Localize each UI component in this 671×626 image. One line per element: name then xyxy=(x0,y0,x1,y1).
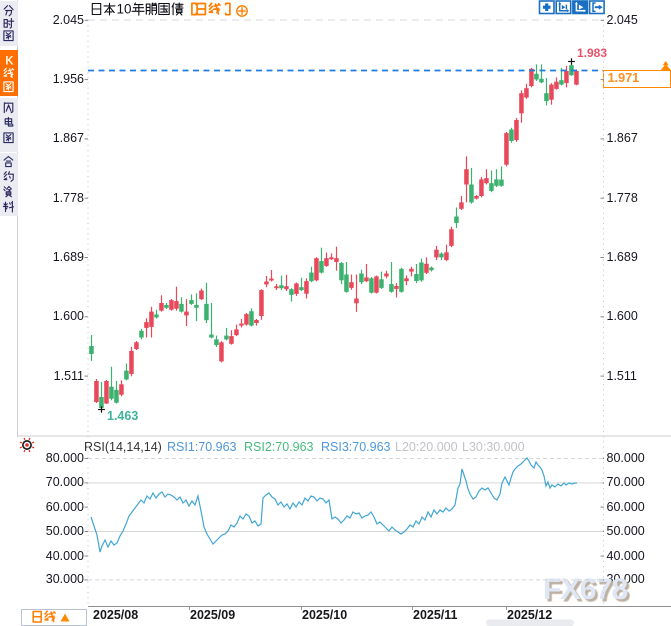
svg-text:K: K xyxy=(5,56,14,68)
svg-text:10: 10 xyxy=(117,2,132,17)
